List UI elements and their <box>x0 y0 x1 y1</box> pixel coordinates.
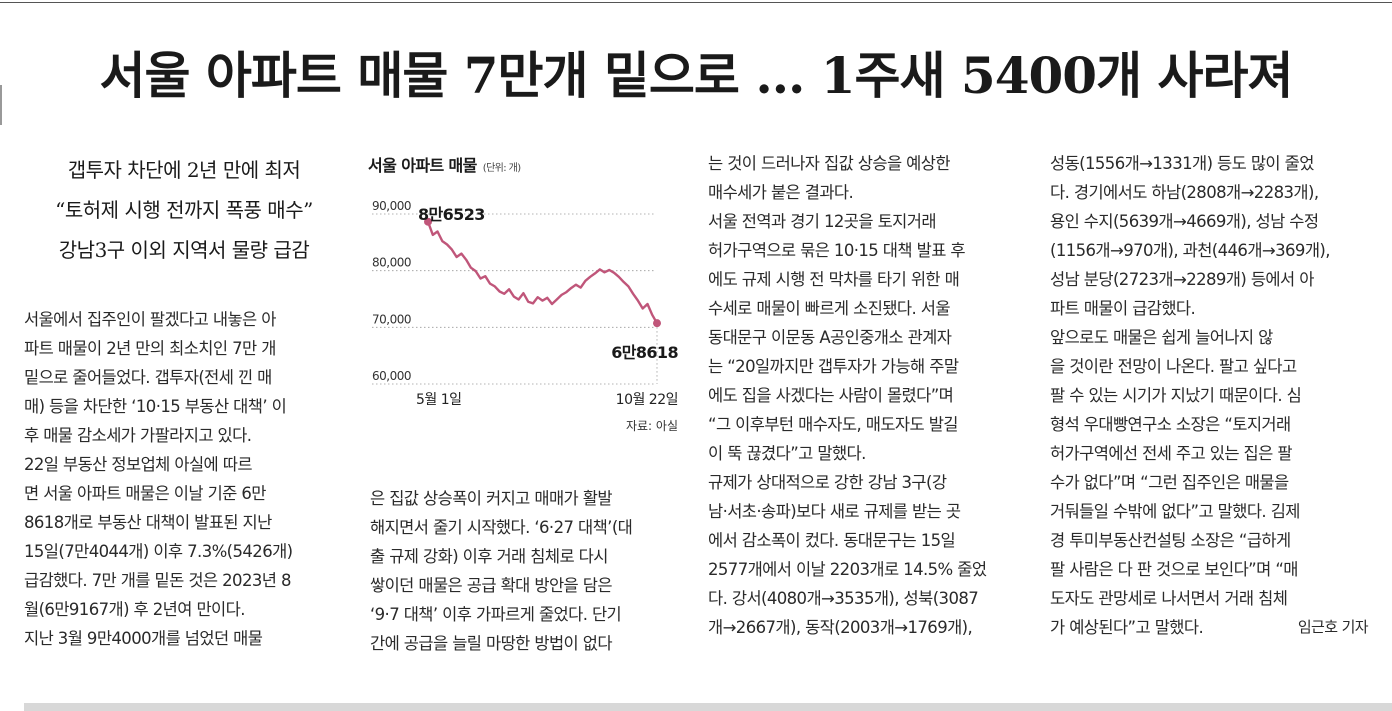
text-line: 지난 3월 9만4000개를 넘었던 매물 <box>24 629 263 648</box>
end-value-label: 6만8618 <box>611 343 678 362</box>
chart-title-text: 서울 아파트 매물 <box>368 156 477 175</box>
text-line: 파트 매물이 급감했다. <box>1050 299 1196 318</box>
text-line: 팔 수 있는 시기가 지났기 때문이다. 심 <box>1050 386 1302 405</box>
y-tick-label: 60,000 <box>372 369 411 383</box>
text-line: 출 규제 강화) 이후 거래 침체로 다시 <box>370 547 608 566</box>
text-line: 허가구역에선 전세 주고 있는 집은 팔 <box>1050 444 1293 463</box>
text-line: 수가 없다”며 “그런 집주인은 매물을 <box>1050 473 1289 492</box>
text-line: (1156개→970개), 과천(446개→369개), <box>1050 241 1330 260</box>
text-line: 을 것이란 전망이 나온다. 팔고 싶다고 <box>1050 357 1297 376</box>
subheadline-2: “토허제 시행 전까지 폭풍 매수” <box>55 198 313 222</box>
text-line: 15일(7만4044개) 이후 7.3%(5426개) <box>24 542 293 561</box>
text-line: 이 뚝 끊겼다”고 말했다. <box>708 444 866 463</box>
chart-source: 자료: 아실 <box>626 419 678 433</box>
chart: 서울 아파트 매물 (단위: 개) 90,000 80,000 70,000 60,00… <box>366 150 686 450</box>
text-line: 해지면서 줄기 시작했다. ‘6·27 대책’(대 <box>370 518 633 537</box>
byline: 임근호 기자 <box>1297 618 1369 636</box>
text-line: 성동(1556개→1331개) 등도 많이 줄었 <box>1050 154 1314 173</box>
y-tick-label: 80,000 <box>372 256 411 270</box>
text-line: 규제가 상대적으로 강한 강남 3구(강 <box>708 473 947 492</box>
y-tick-label: 70,000 <box>372 312 411 326</box>
text-line: 쌓이던 매물은 공급 확대 방안을 담은 <box>370 576 613 595</box>
series-line <box>426 221 659 324</box>
text-line: 간에 공급을 늘릴 마땅한 방법이 없다 <box>370 634 613 653</box>
text-line: 남·서초·송파)보다 새로 규제를 받는 곳 <box>708 502 961 521</box>
page-title: 서울 아파트 매물 7만개 밑으로 … 1주새 5400개 사라져 <box>99 46 1294 105</box>
text-line: “그 이후부턴 매수자도, 매도자도 발길 <box>708 415 958 434</box>
text-line: 도자도 관망세로 나서면서 거래 침체 <box>1050 589 1288 608</box>
text-line: 경 투미부동산컨설팅 소장은 “급하게 <box>1050 531 1291 550</box>
text-line: 급감했다. 7만 개를 밑돈 것은 2023년 8 <box>24 571 291 590</box>
text-line: 서울에서 집주인이 팔겠다고 내놓은 아 <box>24 310 276 329</box>
text-line: 에도 규제 시행 전 막차를 타기 위한 매 <box>708 270 960 289</box>
text-line: 성남 분당(2723개→2289개) 등에서 아 <box>1050 270 1314 289</box>
y-tick-label: 90,000 <box>372 199 411 213</box>
text-line: 서울 전역과 경기 12곳을 토지거래 <box>708 212 937 231</box>
text-line: 다. 강서(4080개→3535개), 성북(3087 <box>708 589 979 608</box>
x-tick-label: 10월 22일 <box>616 392 678 408</box>
text-line: ‘9·7 대책’ 이후 가파르게 줄었다. 단기 <box>370 605 622 624</box>
start-point <box>424 217 432 226</box>
text-line: 는 것이 드러나자 집값 상승을 예상한 <box>708 154 951 173</box>
text-line: 에서 감소폭이 컸다. 동대문구는 15일 <box>708 531 956 550</box>
text-line: 은 집값 상승폭이 커지고 매매가 활발 <box>370 489 613 508</box>
text-line: 수세로 매물이 빠르게 소진됐다. 서울 <box>708 299 951 318</box>
text-line: 밑으로 줄어들었다. 갭투자(전세 낀 매 <box>24 368 272 387</box>
text-line: 개→2667개), 동작(2003개→1769개), <box>708 618 973 637</box>
text-line: 동대문구 이문동 A공인중개소 관계자 <box>708 328 952 347</box>
text-line: 형석 우대빵연구소 소장은 “토지거래 <box>1050 415 1291 434</box>
top-rule <box>0 2 1392 3</box>
text-line: 에도 집을 사겠다는 사람이 몰렸다”며 <box>708 386 954 405</box>
text-line: 파트 매물이 2년 만의 최소치인 7만 개 <box>24 339 276 358</box>
text-line: 거둬들일 수밖에 없다”고 말했다. 김제 <box>1050 502 1300 521</box>
text-line: 면 서울 아파트 매물은 이날 기준 6만 <box>24 484 266 503</box>
chart-svg: 90,000 80,000 70,000 60,000 8만6523 6만8618 5월 1… <box>372 199 679 433</box>
chart-title: 서울 아파트 매물 (단위: 개) <box>368 152 521 176</box>
text-line: 앞으로도 매물은 쉽게 늘어나지 않 <box>1050 328 1273 347</box>
text-line: 2577개에서 이날 2203개로 14.5% 줄었 <box>708 560 987 579</box>
start-value-label: 8만6523 <box>418 205 485 224</box>
subheadline-3: 강남3구 이외 지역서 물량 급감 <box>58 238 310 262</box>
text-line: 22일 부동산 정보업체 아실에 따르 <box>24 455 253 474</box>
chart-unit: (단위: 개) <box>482 163 521 174</box>
subheadline-1: 갭투자 차단에 2년 만에 최저 <box>67 158 301 182</box>
text-line: 는 “20일까지만 갭투자가 가능해 주말 <box>708 357 959 376</box>
text-line: 8618개로 부동산 대책이 발표된 지난 <box>24 513 272 532</box>
text-line: 매수세가 붙은 결과다. <box>708 183 854 202</box>
text-line: 다. 경기에서도 하남(2808개→2283개), <box>1050 183 1319 202</box>
text-line: 매) 등을 차단한 ‘10·15 부동산 대책’ 이 <box>24 397 287 416</box>
text-line: 용인 수지(5639개→4669개), 성남 수정 <box>1050 212 1319 231</box>
text-line: 후 매물 감소세가 가팔라지고 있다. <box>24 426 252 445</box>
x-tick-label: 5월 1일 <box>416 392 462 408</box>
end-point <box>653 319 661 328</box>
bottom-bar <box>24 703 1392 711</box>
text-line: 팔 사람은 다 판 것으로 보인다”며 “매 <box>1050 560 1298 579</box>
subheadline-block: 갭투자 차단에 2년 만에 최저 “토허제 시행 전까지 폭풍 매수” 강남3구… <box>24 150 344 270</box>
text-line: 허가구역으로 묶은 10·15 대책 발표 후 <box>708 241 966 260</box>
left-edge-mark <box>0 85 2 125</box>
text-line: 가 예상된다”고 말했다. <box>1050 618 1204 637</box>
text-line: 월(6만9167개) 후 2년여 만이다. <box>24 600 245 619</box>
